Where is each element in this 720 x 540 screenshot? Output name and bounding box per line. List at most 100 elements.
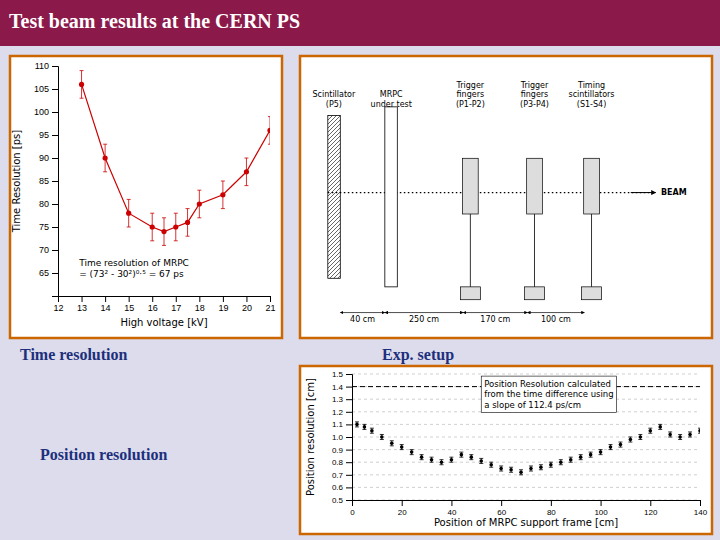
- error-cap: [509, 467, 513, 468]
- tick-label: 0.8: [332, 458, 344, 467]
- tick: 100: [594, 500, 608, 517]
- error-bar: [430, 457, 434, 462]
- error-cap: [668, 431, 672, 432]
- tick-label: 12: [53, 303, 63, 313]
- point: [688, 433, 692, 437]
- tick-label: 95: [39, 130, 49, 140]
- annotation-line: Trigger: [520, 81, 549, 90]
- point: [380, 435, 384, 439]
- point: [363, 425, 367, 429]
- error-cap: [355, 421, 359, 422]
- error-cap: [268, 116, 270, 117]
- error-cap: [549, 467, 553, 468]
- error-cap: [529, 471, 533, 472]
- tick-label: 0.6: [332, 483, 344, 492]
- error-cap: [400, 449, 404, 450]
- error-bar: [529, 466, 533, 471]
- tick: 65: [39, 268, 58, 278]
- panel-label: Exp. setup: [382, 346, 454, 364]
- error-cap: [420, 459, 424, 460]
- error-cap: [539, 464, 543, 465]
- annotation-line: = (73² - 30²)⁰·⁵ = 67 ps: [79, 269, 184, 279]
- error-cap: [589, 457, 593, 458]
- error-cap: [362, 424, 366, 425]
- marks: [79, 71, 270, 246]
- tick-label: 75: [39, 222, 49, 232]
- axis: 12131415161718192021: [53, 296, 275, 313]
- error-bar: [400, 445, 404, 450]
- annotation-box: [481, 376, 616, 412]
- error-cap: [479, 463, 483, 464]
- error-cap: [618, 447, 622, 448]
- error-cap: [469, 459, 473, 460]
- point: [470, 455, 474, 459]
- tick-label: 20: [398, 508, 407, 517]
- error-cap: [499, 465, 503, 466]
- tick: 18: [195, 296, 205, 313]
- diagram-label: Scintillator(P5): [312, 90, 356, 109]
- point: [629, 438, 633, 442]
- error-bar: [648, 428, 652, 433]
- error-bar: [618, 442, 622, 447]
- panel-label: Position resolution: [40, 446, 167, 463]
- grid-line: [352, 462, 700, 463]
- tick: 1.0: [332, 433, 352, 442]
- error-bar: [390, 441, 394, 446]
- error-cap: [628, 437, 632, 438]
- error-bar: [268, 117, 270, 145]
- panel: [300, 56, 712, 338]
- error-cap: [430, 457, 434, 458]
- error-bar: [380, 434, 384, 439]
- tick: 0.6: [332, 483, 352, 492]
- error-bar: [559, 460, 563, 465]
- point: [668, 433, 672, 437]
- tick-label: 14: [101, 303, 111, 313]
- diagram-label: Triggerfingers(P1-P2): [456, 81, 485, 109]
- panel-label: Time resolution: [20, 346, 128, 363]
- stand-base: [525, 287, 545, 300]
- tick: 0.8: [332, 458, 352, 467]
- annotation-line: scintillators: [568, 90, 614, 99]
- error-cap: [609, 449, 613, 450]
- axis: 020406080100120140: [350, 500, 707, 517]
- error-cap: [439, 459, 443, 460]
- beam-line: [328, 192, 652, 193]
- point: [126, 211, 131, 216]
- point: [420, 455, 424, 459]
- distance-arrow: [463, 312, 527, 313]
- error-cap: [449, 462, 453, 463]
- grid-line: [352, 449, 700, 450]
- tick-mark: [52, 181, 58, 182]
- tick: 20: [242, 296, 252, 313]
- tick: 70: [39, 245, 58, 255]
- error-cap: [638, 439, 642, 440]
- error-cap: [150, 240, 154, 241]
- tick: 40: [447, 500, 456, 517]
- error-cap: [197, 190, 201, 191]
- error-cap: [197, 217, 201, 218]
- tick-label: 85: [39, 176, 49, 186]
- title: Test beam results at the CERN PS: [9, 10, 300, 32]
- tick-label: 105: [34, 84, 49, 94]
- diagram-label: 100 cm: [541, 315, 571, 324]
- tick-label: 120: [644, 508, 658, 517]
- annotation-line: BEAM: [661, 188, 687, 197]
- error-cap: [589, 452, 593, 453]
- diagram-label: 40 cm: [350, 315, 375, 324]
- tick-mark: [346, 487, 352, 488]
- tick-label: 40: [447, 508, 456, 517]
- axis-title: High voltage [kV]: [120, 317, 207, 328]
- error-cap: [162, 245, 166, 246]
- stand-stem: [591, 214, 592, 287]
- tick-label: 0.9: [332, 446, 344, 455]
- error-bar: [459, 452, 463, 457]
- error-cap: [489, 467, 493, 468]
- error-cap: [698, 433, 700, 434]
- point: [698, 429, 700, 433]
- tick-mark: [346, 412, 352, 413]
- annotation-line: (S1-S4): [577, 100, 606, 109]
- error-bar: [668, 432, 672, 437]
- tick-mark: [52, 204, 58, 205]
- point: [400, 445, 404, 449]
- point: [161, 229, 166, 234]
